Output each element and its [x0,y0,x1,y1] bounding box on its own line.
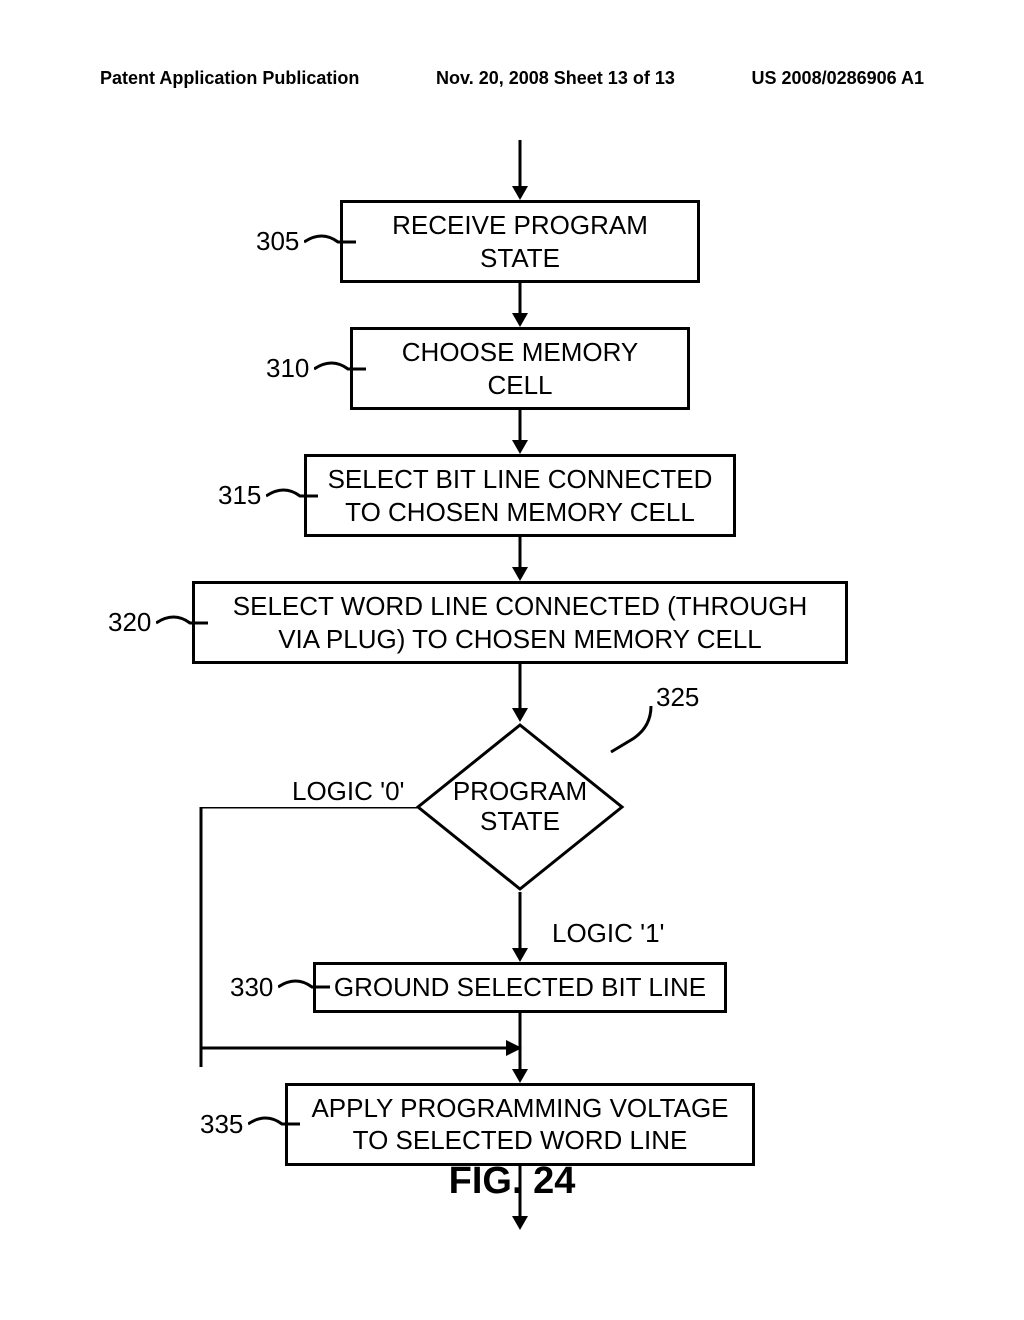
box-320: SELECT WORD LINE CONNECTED (THROUGH VIA … [192,581,848,664]
step-320-row: 320 SELECT WORD LINE CONNECTED (THROUGH … [0,581,1024,664]
step-315-row: 315 SELECT BIT LINE CONNECTED TO CHOSEN … [0,454,1024,537]
diamond-325-text: PROGRAM STATE [453,777,587,837]
ref-310: 310 [266,353,309,384]
arrow-310-315 [16,410,1024,454]
publication-number: US 2008/0286906 A1 [752,68,924,89]
diamond-325-line1: PROGRAM [453,777,587,807]
arrow-305-310 [16,283,1024,327]
ref-305-connector [304,232,356,252]
box-305-text: RECEIVE PROGRAM STATE [357,209,683,274]
box-315-line2: TO CHOSEN MEMORY CELL [345,496,695,529]
merge-region [0,1013,1024,1083]
figure-label: FIG. 24 [0,1160,1024,1203]
step-305-row: 305 RECEIVE PROGRAM STATE [0,200,1024,283]
ref-335: 335 [200,1109,243,1140]
date-sheet: Nov. 20, 2008 Sheet 13 of 13 [436,68,675,89]
box-310-text: CHOOSE MEMORY CELL [367,336,673,401]
ref-315: 315 [218,480,261,511]
branch-logic-0: LOGIC '0' [292,776,405,807]
arrow-330-335 [508,1013,532,1083]
step-335-row: 335 APPLY PROGRAMMING VOLTAGE TO SELECTE… [0,1083,1024,1166]
diamond-325-line2: STATE [453,807,587,837]
page-header: Patent Application Publication Nov. 20, … [100,68,924,89]
branch-logic-1: LOGIC '1' [552,918,665,949]
box-315: SELECT BIT LINE CONNECTED TO CHOSEN MEMO… [304,454,736,537]
arrow-320-325 [16,664,1024,722]
ref-315-connector [266,486,318,506]
box-335-line1: APPLY PROGRAMMING VOLTAGE [311,1092,728,1125]
ref-320: 320 [108,607,151,638]
flowchart-diagram: 305 RECEIVE PROGRAM STATE 310 CHOOSE MEM… [0,140,1024,1230]
step-310-row: 310 CHOOSE MEMORY CELL [0,327,1024,410]
step-325-row: 325 LOGIC '0' PROGRAM STATE [16,722,1024,892]
ref-310-connector [314,359,366,379]
box-310: CHOOSE MEMORY CELL [350,327,690,410]
arrow-315-320 [16,537,1024,581]
box-335: APPLY PROGRAMMING VOLTAGE TO SELECTED WO… [285,1083,755,1166]
box-320-line2: VIA PLUG) TO CHOSEN MEMORY CELL [278,623,762,656]
box-305: RECEIVE PROGRAM STATE [340,200,700,283]
diamond-325: PROGRAM STATE [415,722,625,892]
branch-region: LOGIC '1' [0,892,1024,962]
ref-320-connector [156,613,208,633]
box-320-line1: SELECT WORD LINE CONNECTED (THROUGH [233,590,807,623]
box-335-line2: TO SELECTED WORD LINE [353,1124,688,1157]
ref-325: 325 [656,682,699,713]
ref-305: 305 [256,226,299,257]
arrow-start [16,140,1024,200]
publication-type: Patent Application Publication [100,68,359,89]
ref-335-connector [248,1114,300,1134]
arrow-325-330 [508,892,532,962]
path-logic-0-part2 [198,968,524,1058]
box-315-line1: SELECT BIT LINE CONNECTED [328,463,713,496]
